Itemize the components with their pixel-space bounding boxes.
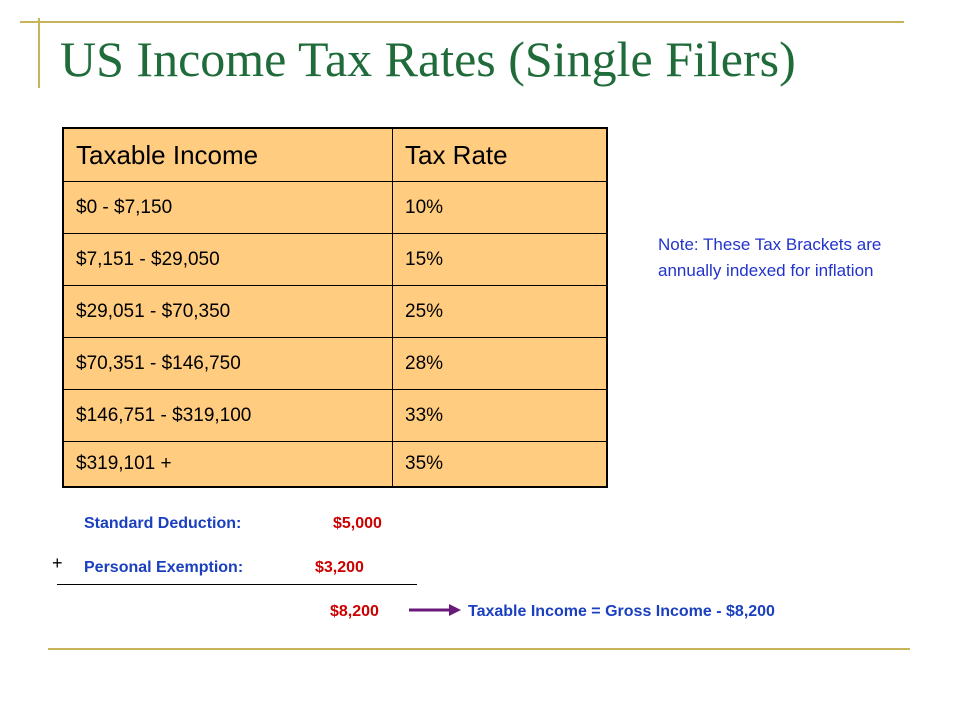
table-row: $319,101 + 35% <box>62 441 608 488</box>
table-row: $7,151 - $29,050 15% <box>62 233 608 286</box>
income-range-cell: $0 - $7,150 <box>62 181 393 234</box>
tax-rate-cell: 15% <box>392 233 608 286</box>
frame-top-line <box>20 21 904 23</box>
income-range-cell: $146,751 - $319,100 <box>62 389 393 442</box>
standard-deduction-label: Standard Deduction: <box>84 515 242 532</box>
taxable-income-formula: Taxable Income = Gross Income - $8,200 <box>468 603 775 620</box>
tax-rate-cell: 25% <box>392 285 608 338</box>
table-row: $0 - $7,150 10% <box>62 181 608 234</box>
income-range-cell: $29,051 - $70,350 <box>62 285 393 338</box>
slide-title: US Income Tax Rates (Single Filers) <box>60 31 796 87</box>
income-range-cell: $319,101 + <box>62 441 393 488</box>
income-range-cell: $70,351 - $146,750 <box>62 337 393 390</box>
table-row: $146,751 - $319,100 33% <box>62 389 608 442</box>
table-row: $70,351 - $146,750 28% <box>62 337 608 390</box>
frame-bottom-line <box>48 648 910 650</box>
personal-exemption-value: $3,200 <box>315 559 364 576</box>
inflation-note: Note: These Tax Brackets are annually in… <box>658 235 882 280</box>
tax-rate-cell: 33% <box>392 389 608 442</box>
column-header-tax-rate: Tax Rate <box>392 127 608 182</box>
standard-deduction-value: $5,000 <box>333 515 382 532</box>
table-row: $29,051 - $70,350 25% <box>62 285 608 338</box>
tax-rate-cell: 35% <box>392 441 608 488</box>
income-range-cell: $7,151 - $29,050 <box>62 233 393 286</box>
personal-exemption-label: Personal Exemption: <box>84 559 244 576</box>
plus-sign: + <box>52 553 63 573</box>
tax-rate-cell: 28% <box>392 337 608 390</box>
tax-rate-table: Taxable Income Tax Rate $0 - $7,150 10% … <box>62 127 608 488</box>
tax-rate-cell: 10% <box>392 181 608 234</box>
column-header-taxable-income: Taxable Income <box>62 127 393 182</box>
frame-vertical-left <box>38 18 40 88</box>
deduction-total: $8,200 <box>330 603 379 620</box>
sum-underline <box>57 584 417 585</box>
right-arrow-icon <box>409 604 461 616</box>
table-header-row: Taxable Income Tax Rate <box>62 127 608 182</box>
